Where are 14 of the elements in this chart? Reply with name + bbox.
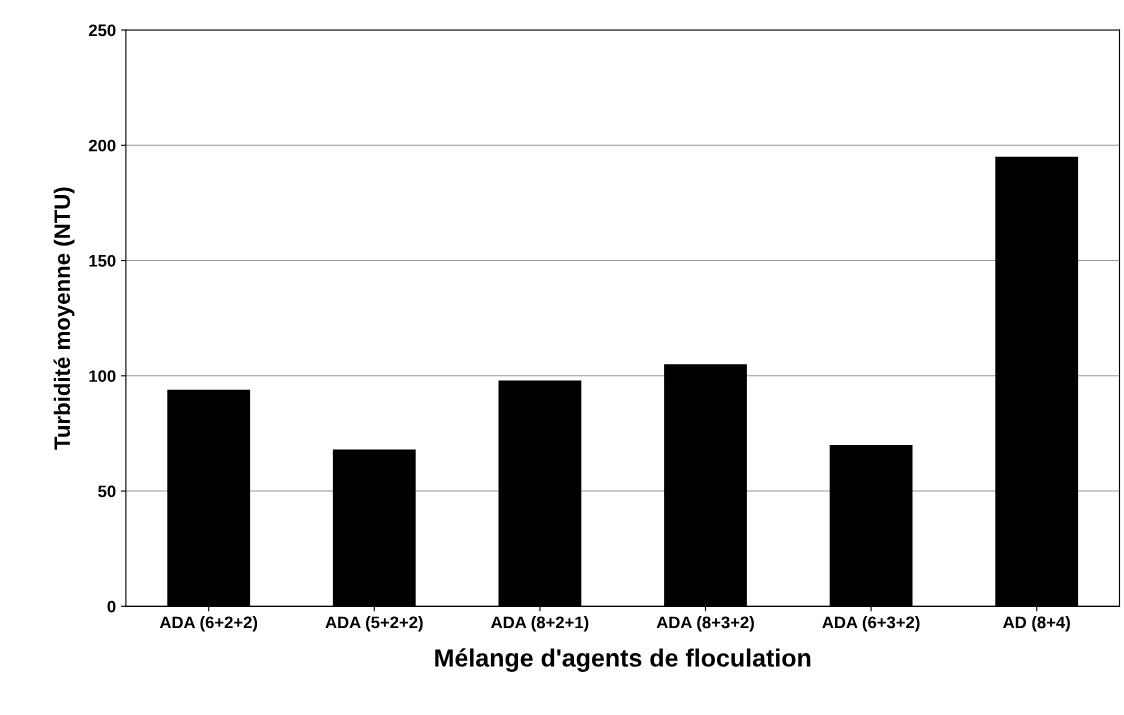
y-tick-label: 200 [88, 139, 116, 152]
y-tick-label: 0 [107, 600, 116, 613]
x-tick-label: ADA (5+2+2) [325, 616, 423, 632]
x-axis-title: Mélange d'agents de floculation [435, 648, 811, 672]
x-tick-label: AD (8+4) [1003, 616, 1070, 632]
y-tick-label: 250 [88, 24, 116, 37]
y-axis-title: Turbidité moyenne (NTU) [53, 187, 75, 450]
x-tick-label: ADA (6+2+2) [159, 616, 258, 632]
y-tick-label: 150 [89, 254, 116, 267]
y-tick-label: 50 [98, 485, 116, 498]
y-tick-label: 100 [89, 370, 116, 383]
x-tick-label: ADA (6+3+2) [822, 616, 920, 632]
x-tick-label: ADA (8+3+2) [656, 616, 754, 632]
x-tick-label: ADA (8+2+1) [491, 616, 589, 632]
